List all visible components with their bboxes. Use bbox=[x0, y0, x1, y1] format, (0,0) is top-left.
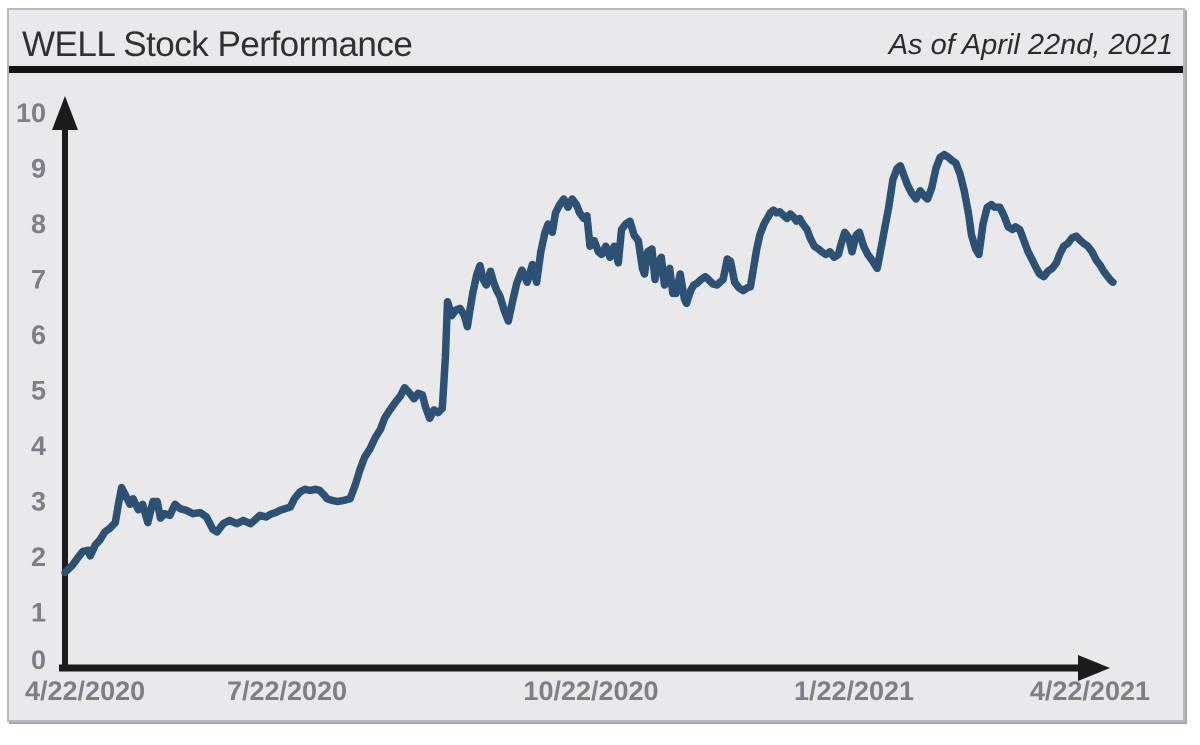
y-tick-label: 3 bbox=[31, 487, 46, 517]
header-divider bbox=[9, 66, 1183, 73]
y-tick-label: 1 bbox=[31, 598, 46, 628]
x-tick-label: 7/22/2020 bbox=[227, 676, 347, 706]
x-axis-arrow-icon bbox=[1078, 655, 1110, 681]
y-tick-label: 10 bbox=[16, 98, 46, 128]
y-tick-label: 0 bbox=[31, 645, 46, 675]
y-tick-label: 8 bbox=[31, 209, 46, 239]
chart-area: 0 1 2 3 4 5 6 7 8 9 10 4/22/2020 7/22/2020 10/22/2020… bbox=[9, 73, 1183, 720]
y-axis-arrow-icon bbox=[52, 96, 78, 130]
y-tick-label: 5 bbox=[31, 376, 46, 406]
x-tick-label: 4/22/2020 bbox=[25, 676, 145, 706]
stock-line-chart: 0 1 2 3 4 5 6 7 8 9 10 4/22/2020 7/22/2020 10/22/2020… bbox=[16, 96, 1150, 706]
price-line bbox=[61, 150, 1117, 577]
y-tick-label: 7 bbox=[31, 265, 46, 295]
stock-performance-panel: WELL Stock Performance As of April 22nd,… bbox=[7, 8, 1185, 722]
y-tick-label: 4 bbox=[31, 431, 46, 461]
as-of-date-label: As of April 22nd, 2021 bbox=[888, 29, 1173, 61]
chart-header: WELL Stock Performance As of April 22nd,… bbox=[9, 10, 1183, 66]
y-tick-label: 2 bbox=[31, 542, 46, 572]
x-tick-label: 10/22/2020 bbox=[523, 676, 658, 706]
page-title: WELL Stock Performance bbox=[22, 25, 413, 64]
y-tick-label: 6 bbox=[31, 320, 46, 350]
y-tick-label: 9 bbox=[31, 154, 46, 184]
x-tick-label: 4/22/2021 bbox=[1030, 676, 1150, 706]
x-tick-label: 1/22/2021 bbox=[794, 676, 914, 706]
